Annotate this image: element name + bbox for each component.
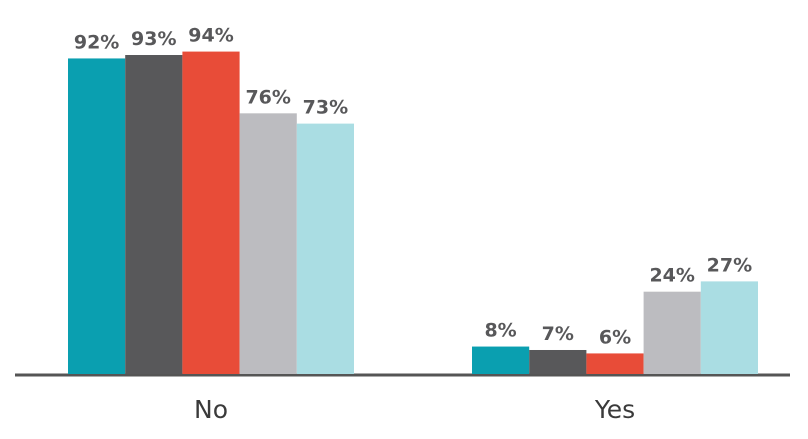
- value-label: 73%: [303, 97, 348, 119]
- value-label: 93%: [131, 28, 176, 50]
- value-label: 24%: [649, 265, 694, 287]
- value-label: 6%: [599, 326, 631, 348]
- bar: [239, 113, 297, 374]
- x-tick-label: No: [194, 395, 228, 424]
- value-label: 92%: [74, 31, 119, 53]
- bar: [700, 281, 758, 374]
- bar: [643, 291, 701, 374]
- bar: [296, 123, 354, 374]
- bar: [472, 346, 530, 374]
- bar: [529, 349, 587, 374]
- value-label: 94%: [188, 25, 233, 47]
- bar: [125, 55, 183, 374]
- bar: [586, 353, 644, 374]
- value-label: 7%: [542, 323, 574, 345]
- bar: [68, 58, 126, 374]
- value-label: 76%: [245, 86, 290, 108]
- value-label: 27%: [707, 254, 752, 276]
- bar: [182, 51, 240, 375]
- x-tick-label: Yes: [594, 395, 635, 424]
- value-label: 8%: [484, 320, 516, 342]
